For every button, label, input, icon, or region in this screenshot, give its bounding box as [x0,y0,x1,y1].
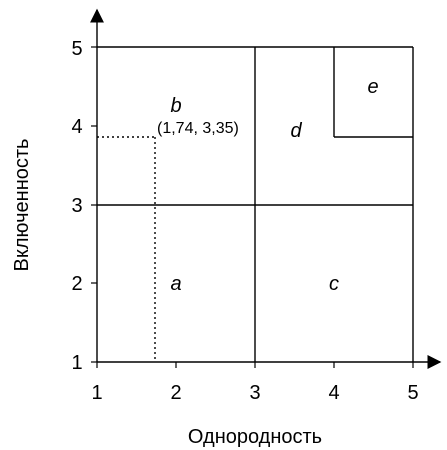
x-tick-label: 3 [249,382,260,404]
region-label-e: e [367,76,378,98]
region-label-b: b [170,95,181,117]
x-axis-title: Однородность [188,426,322,448]
region-label-d: d [290,120,302,142]
y-tick-label: 5 [71,38,82,60]
y-axis-title: Включенность [11,139,33,272]
region-label-c: c [329,273,339,295]
y-tick-label: 4 [71,116,82,138]
x-tick-label: 4 [328,382,339,404]
x-tick-label: 2 [170,382,181,404]
y-tick-label: 2 [71,273,82,295]
y-tick-label: 1 [71,352,82,374]
y-tick-label: 3 [71,195,82,217]
region-label-a: a [170,273,181,295]
x-tick-label: 5 [407,382,418,404]
x-tick-label: 1 [91,382,102,404]
point-label: (1,74, 3,35) [157,120,239,137]
